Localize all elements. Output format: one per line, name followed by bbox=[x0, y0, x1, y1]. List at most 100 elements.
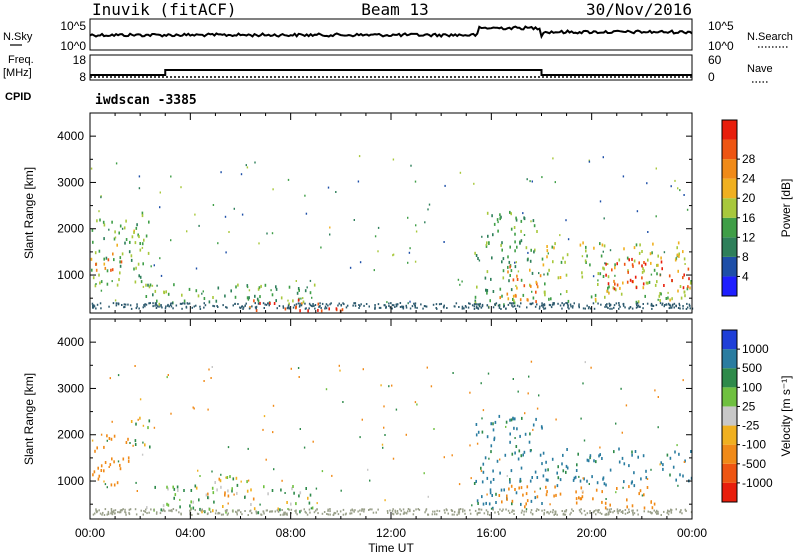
station-title: Inuvik (fitACF) bbox=[92, 0, 237, 19]
data-cell bbox=[127, 437, 129, 441]
data-cell bbox=[308, 508, 311, 511]
data-cell bbox=[142, 306, 144, 309]
data-cell bbox=[572, 478, 575, 482]
data-cell bbox=[349, 512, 351, 515]
data-cell bbox=[327, 508, 329, 511]
data-cell bbox=[180, 302, 183, 305]
data-cell bbox=[337, 304, 339, 307]
data-cell bbox=[338, 364, 340, 367]
data-cell bbox=[603, 244, 606, 248]
data-cell bbox=[561, 307, 563, 310]
data-cell bbox=[637, 300, 640, 304]
data-cell bbox=[530, 248, 532, 252]
data-cell bbox=[615, 288, 617, 292]
data-cell bbox=[509, 478, 511, 481]
data-cell bbox=[177, 489, 179, 492]
data-cell bbox=[480, 508, 483, 511]
data-cell bbox=[514, 417, 516, 421]
data-cell bbox=[606, 289, 608, 293]
data-cell bbox=[657, 298, 659, 301]
data-cell bbox=[293, 491, 295, 495]
data-cell bbox=[608, 508, 611, 511]
data-cell bbox=[188, 302, 191, 305]
data-cell bbox=[211, 486, 214, 490]
data-cell bbox=[510, 212, 512, 216]
data-cell bbox=[554, 181, 556, 184]
colorbar-tick-label: -100 bbox=[742, 438, 766, 452]
data-cell bbox=[255, 307, 257, 310]
data-cell bbox=[553, 513, 555, 516]
data-cell bbox=[142, 441, 144, 444]
data-cell bbox=[510, 269, 513, 273]
data-cell bbox=[677, 241, 680, 245]
data-cell bbox=[420, 303, 422, 306]
data-cell bbox=[201, 292, 203, 295]
beam-title: Beam 13 bbox=[361, 0, 428, 19]
data-cell bbox=[435, 513, 438, 516]
data-cell bbox=[582, 477, 584, 480]
data-cell bbox=[335, 191, 337, 193]
data-cell bbox=[581, 275, 584, 279]
data-cell bbox=[613, 306, 615, 309]
data-cell bbox=[139, 242, 141, 245]
data-cell bbox=[577, 452, 579, 456]
data-cell bbox=[300, 297, 302, 300]
data-cell bbox=[632, 509, 634, 512]
data-cell bbox=[212, 491, 215, 495]
data-cell bbox=[604, 305, 606, 308]
data-cell bbox=[117, 303, 120, 306]
data-cell bbox=[120, 260, 123, 264]
data-cell bbox=[554, 485, 556, 489]
data-cell bbox=[129, 304, 132, 307]
colorbar-swatch bbox=[722, 387, 737, 407]
data-cell bbox=[425, 305, 428, 308]
data-cell bbox=[263, 415, 266, 418]
data-cell bbox=[671, 279, 673, 282]
data-cell bbox=[623, 262, 626, 266]
data-cell bbox=[509, 302, 511, 305]
data-cell bbox=[500, 243, 502, 247]
data-cell bbox=[121, 304, 123, 306]
data-cell bbox=[373, 269, 375, 272]
data-cell bbox=[565, 470, 567, 474]
data-cell bbox=[195, 267, 198, 270]
data-cell bbox=[240, 173, 243, 176]
data-cell bbox=[407, 508, 410, 510]
data-cell bbox=[666, 511, 668, 514]
data-cell bbox=[669, 456, 672, 460]
data-cell bbox=[290, 508, 293, 511]
data-cell bbox=[443, 304, 445, 307]
data-cell bbox=[560, 260, 563, 264]
data-cell bbox=[246, 296, 249, 300]
data-cell bbox=[557, 476, 560, 480]
data-cell bbox=[99, 512, 102, 515]
data-cell bbox=[548, 297, 550, 301]
data-cell bbox=[571, 508, 573, 511]
data-cell bbox=[482, 502, 485, 506]
data-cell bbox=[509, 245, 511, 249]
data-cell bbox=[259, 295, 261, 299]
data-cell bbox=[275, 287, 278, 291]
data-cell bbox=[178, 511, 180, 514]
data-cell bbox=[122, 457, 125, 461]
data-cell bbox=[531, 271, 534, 275]
data-cell bbox=[480, 382, 482, 385]
data-cell bbox=[235, 285, 237, 289]
data-cell bbox=[424, 511, 426, 514]
data-cell bbox=[168, 305, 170, 308]
data-cell bbox=[686, 306, 689, 309]
data-cell bbox=[154, 302, 157, 305]
data-cell bbox=[219, 479, 222, 483]
data-cell bbox=[106, 282, 109, 286]
data-cell bbox=[140, 509, 142, 512]
data-cell bbox=[599, 200, 602, 203]
data-cell bbox=[553, 302, 555, 305]
data-cell bbox=[160, 508, 163, 512]
data-cell bbox=[237, 303, 239, 305]
data-cell bbox=[212, 296, 214, 299]
data-cell bbox=[194, 484, 197, 488]
data-cell bbox=[641, 270, 644, 274]
data-cell bbox=[604, 262, 606, 265]
data-cell bbox=[367, 468, 369, 471]
data-cell bbox=[530, 284, 532, 288]
